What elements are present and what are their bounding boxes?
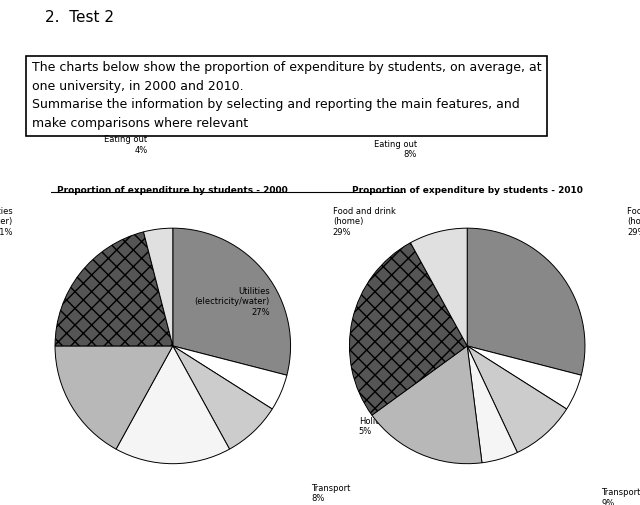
Text: The charts below show the proportion of expenditure by students, on average, at
: The charts below show the proportion of … — [32, 62, 541, 130]
Wedge shape — [173, 346, 287, 409]
Text: Eating out
8%: Eating out 8% — [374, 140, 417, 160]
Title: Proportion of expenditure by students - 2010: Proportion of expenditure by students - … — [352, 186, 582, 195]
Wedge shape — [173, 228, 291, 375]
Wedge shape — [467, 228, 585, 375]
Wedge shape — [467, 346, 566, 452]
Wedge shape — [467, 346, 517, 463]
Text: Transport
9%: Transport 9% — [601, 488, 640, 505]
Wedge shape — [467, 346, 581, 409]
Wedge shape — [143, 228, 173, 346]
Text: Food and drink
(home)
29%: Food and drink (home) 29% — [333, 207, 396, 237]
Text: Transport
8%: Transport 8% — [312, 484, 351, 503]
Text: Eating out
4%: Eating out 4% — [104, 135, 147, 155]
Text: Utilities
(electricity/water)
21%: Utilities (electricity/water) 21% — [0, 207, 13, 237]
Text: Utilities
(electricity/water)
27%: Utilities (electricity/water) 27% — [195, 287, 269, 317]
Text: Holidays
5%: Holidays 5% — [358, 417, 395, 436]
Wedge shape — [349, 243, 467, 415]
Wedge shape — [55, 346, 173, 449]
Wedge shape — [173, 346, 272, 449]
Text: Food and drink
(home)
29%: Food and drink (home) 29% — [627, 207, 640, 237]
Wedge shape — [372, 346, 482, 464]
Wedge shape — [410, 228, 467, 346]
Title: Proportion of expenditure by students - 2000: Proportion of expenditure by students - … — [58, 186, 288, 195]
Text: 2.  Test 2: 2. Test 2 — [45, 10, 114, 25]
Wedge shape — [116, 346, 230, 464]
Wedge shape — [55, 232, 173, 346]
